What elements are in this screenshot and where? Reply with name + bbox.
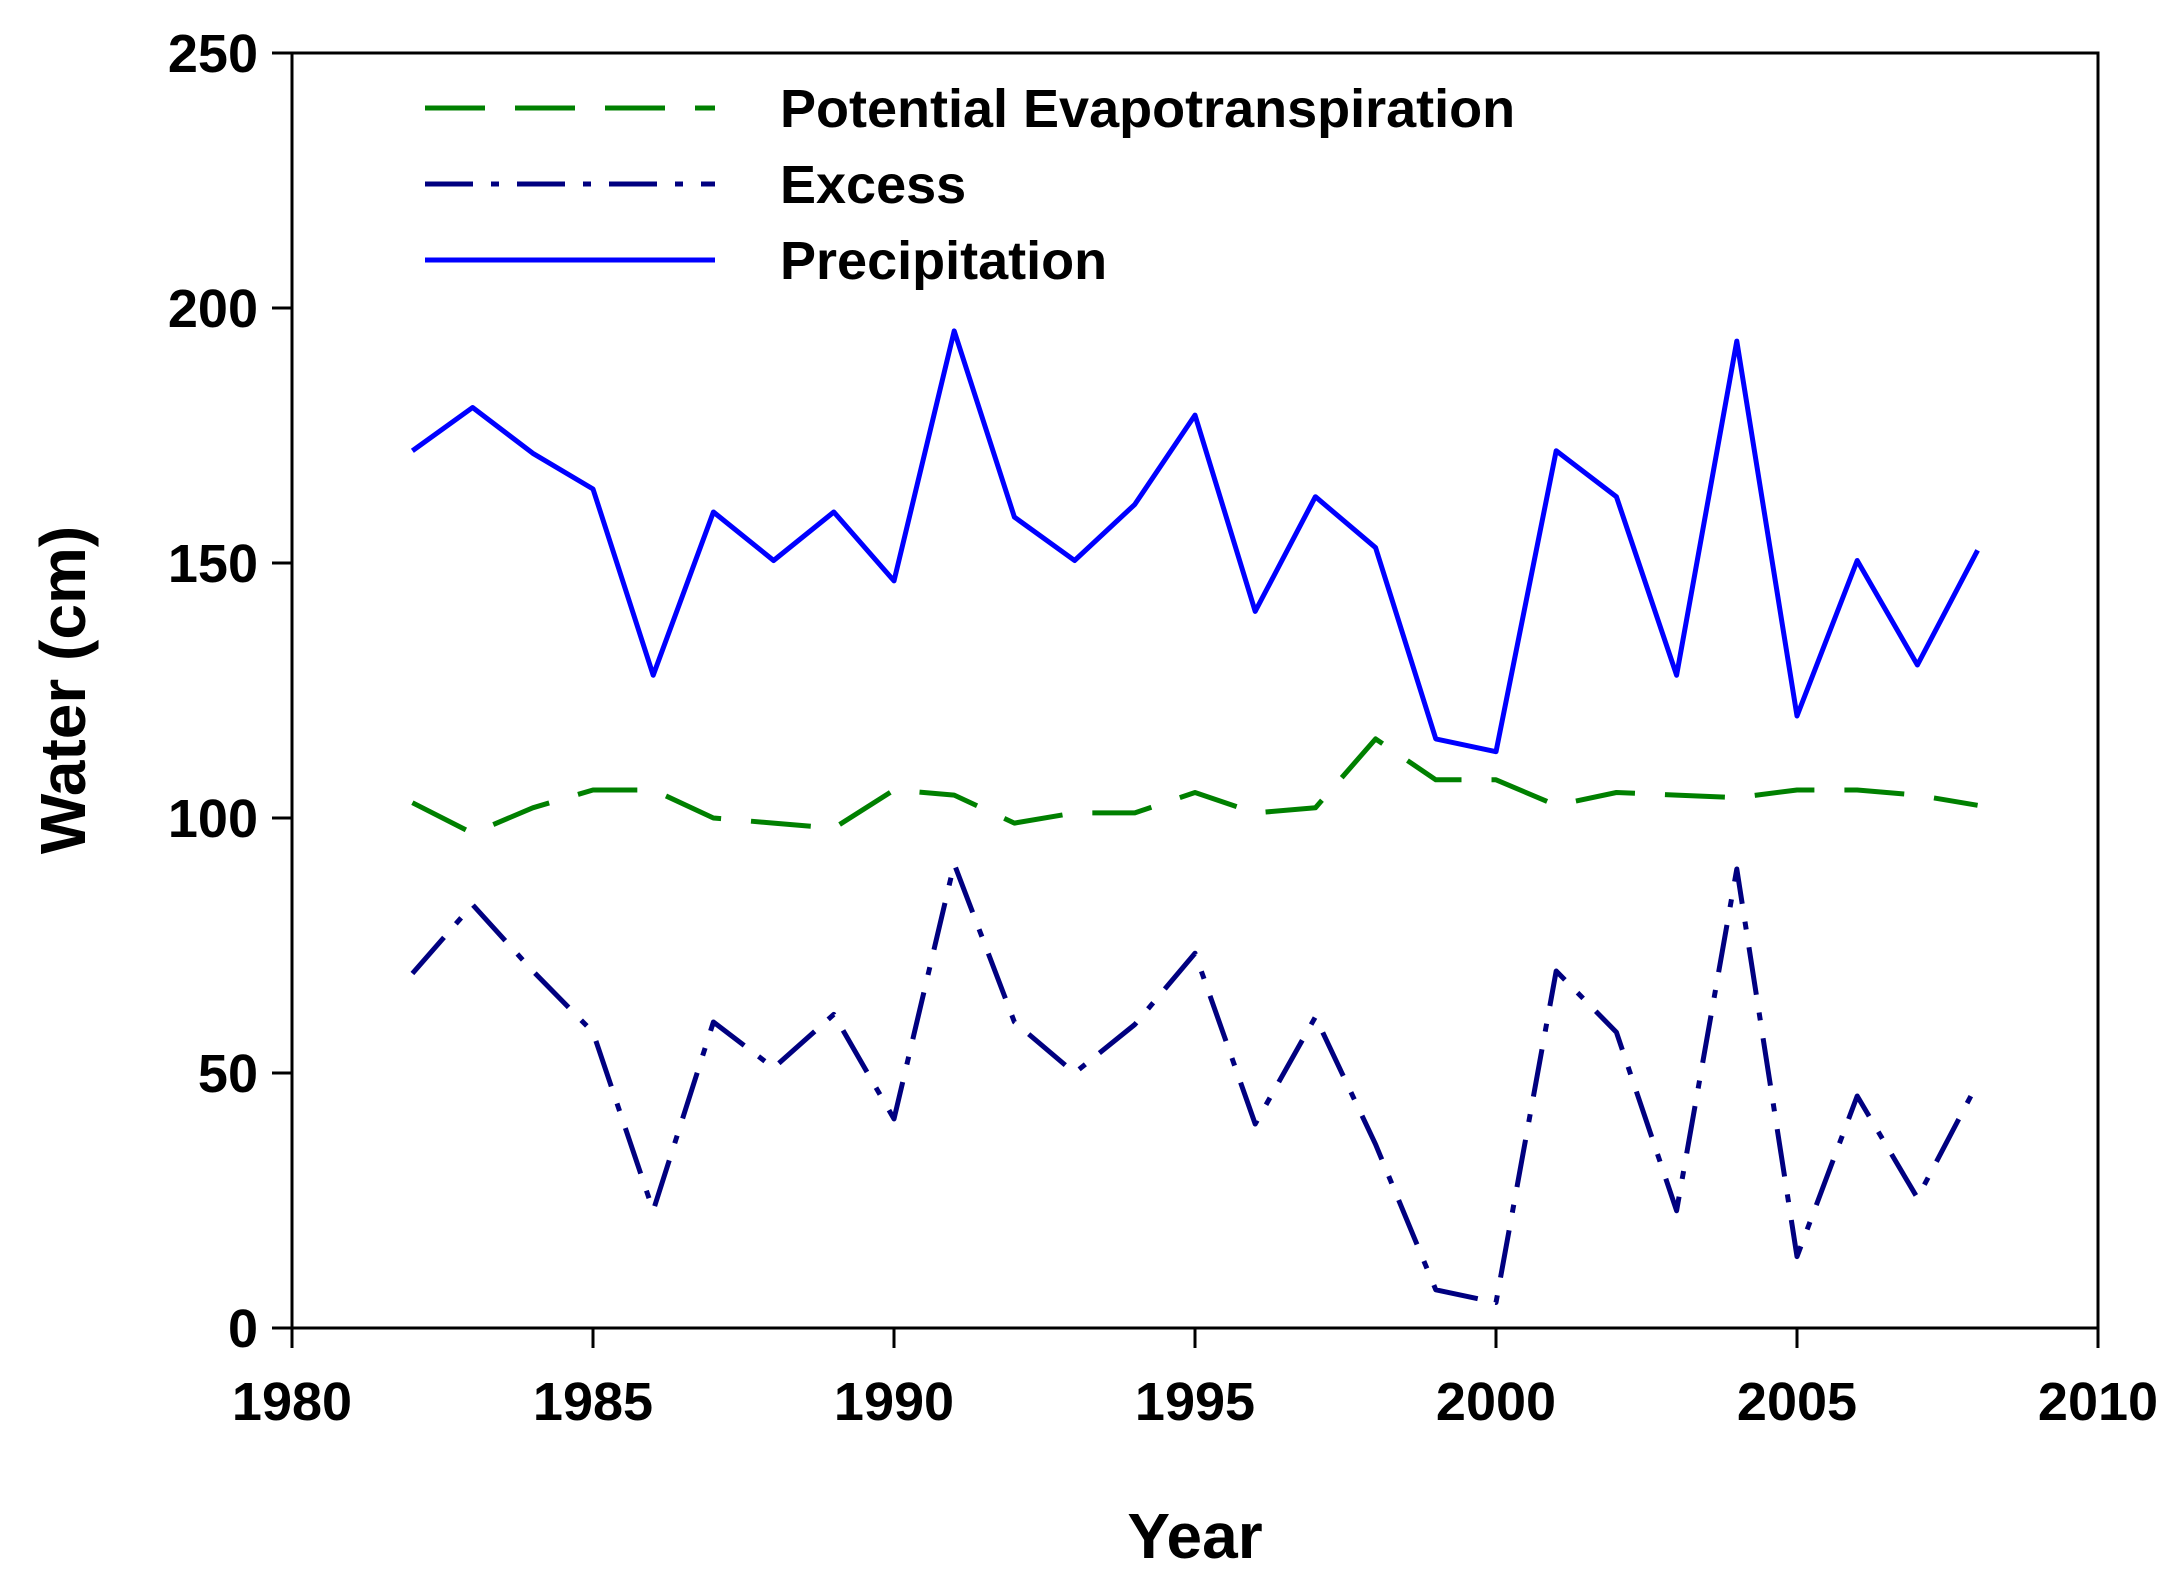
series-line-excess (410, 861, 1980, 1305)
legend-label: Excess (780, 155, 966, 215)
x-tick-label: 1995 (1135, 1372, 1255, 1432)
y-tick-label: 150 (168, 534, 258, 594)
y-tick-label: 100 (168, 789, 258, 849)
y-axis: 0 50 100 150 200 250 (168, 24, 292, 1359)
x-tick-label: 1990 (834, 1372, 954, 1432)
series-layer (410, 328, 1980, 1305)
y-tick-label: 50 (198, 1044, 258, 1104)
series-line-precipitation (410, 328, 1980, 755)
y-axis-title: Water (cm) (27, 526, 99, 854)
x-tick-label: 1985 (533, 1372, 653, 1432)
x-tick-label: 2010 (2038, 1372, 2158, 1432)
x-axis-title: Year (1127, 1500, 1262, 1572)
x-tick-label: 2000 (1436, 1372, 1556, 1432)
legend: Potential Evapotranspiration Excess Precip… (425, 79, 1515, 291)
legend-label: Precipitation (780, 231, 1107, 291)
legend-label: Potential Evapotranspiration (780, 79, 1515, 139)
x-tick-label: 1980 (232, 1372, 352, 1432)
plot-area (290, 51, 2100, 1330)
x-axis: 1980 1985 1990 1995 2000 2005 2010 (232, 1328, 2158, 1432)
y-tick-label: 0 (228, 1299, 258, 1359)
x-tick-label: 2005 (1737, 1372, 1857, 1432)
y-tick-label: 250 (168, 24, 258, 84)
series-line-potential-evapotranspiration (411, 736, 1979, 836)
y-tick-label: 200 (168, 279, 258, 339)
